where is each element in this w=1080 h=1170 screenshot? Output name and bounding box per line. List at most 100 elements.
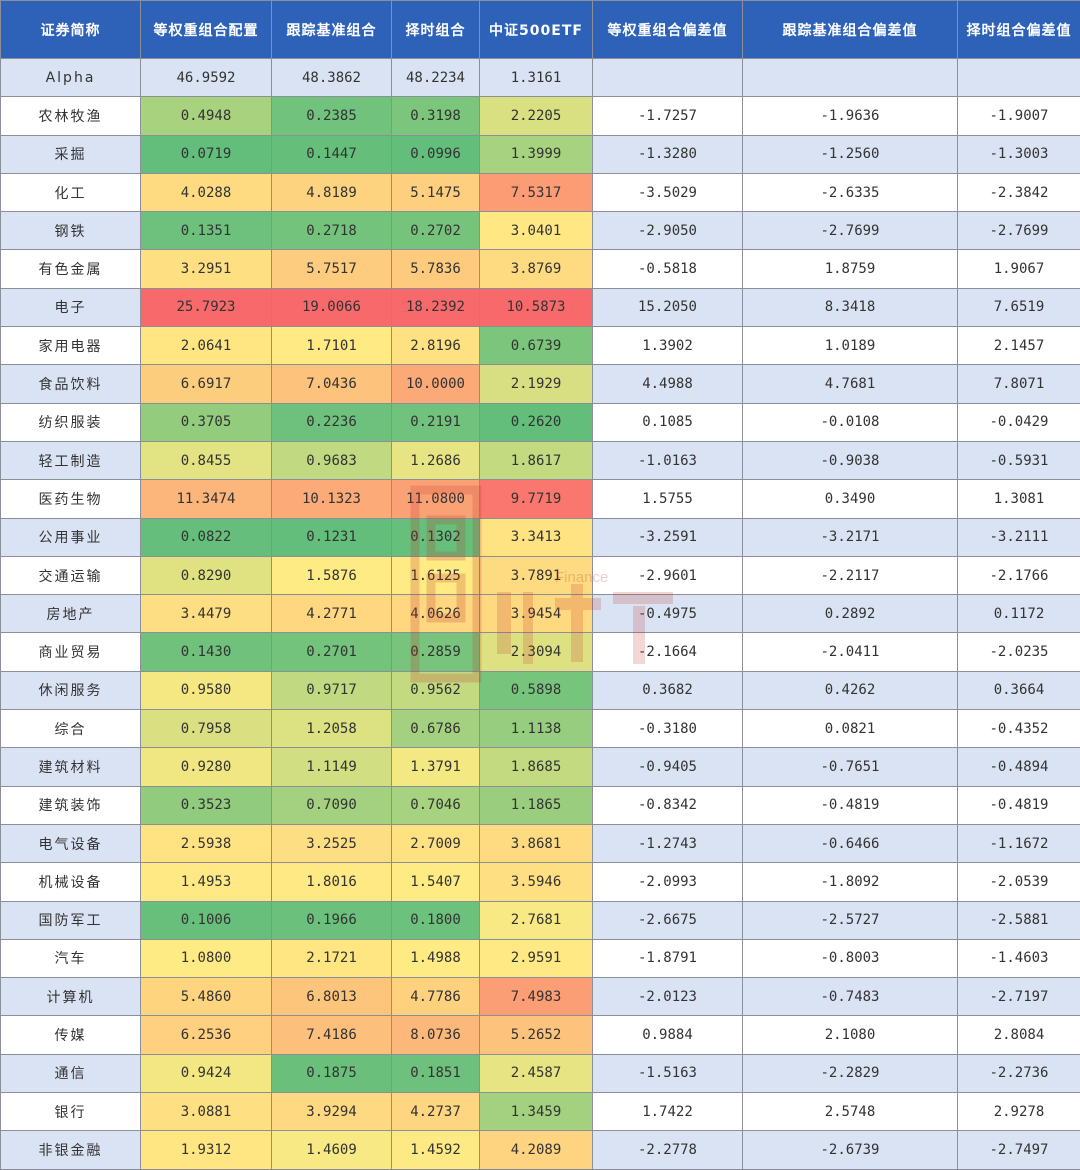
heatmap-cell: 0.3523	[140, 785, 272, 825]
table-row: 非银金融 1.9312 1.4609 1.4592 4.2089 -2.2778 -2.67…	[0, 1130, 1080, 1170]
heatmap-cell: 0.0822	[140, 517, 272, 557]
value-cell: 1.5755	[592, 479, 743, 519]
value-cell: 48.3862	[271, 57, 392, 98]
value-cell: -1.7257	[592, 96, 743, 136]
value-cell: -0.5931	[957, 440, 1080, 481]
heatmap-cell: 5.7517	[271, 249, 392, 289]
heatmap-cell: 1.3999	[479, 134, 593, 174]
heatmap-cell: 2.0641	[140, 326, 272, 366]
value-cell: -2.2778	[592, 1130, 743, 1170]
value-cell	[592, 57, 743, 98]
value-cell: -2.2829	[742, 1053, 958, 1094]
value-cell: 1.3081	[957, 479, 1080, 519]
heatmap-cell: 1.4953	[140, 862, 272, 902]
value-cell: 1.9067	[957, 249, 1080, 289]
row-label: 房地产	[0, 594, 141, 634]
heatmap-cell: 19.0066	[271, 287, 392, 328]
heatmap-cell: 4.2737	[391, 1092, 480, 1132]
value-cell: -2.6675	[592, 900, 743, 940]
heatmap-cell: 10.5873	[479, 287, 593, 328]
heatmap-cell: 3.0401	[479, 211, 593, 251]
value-cell: -0.4975	[592, 594, 743, 634]
value-cell: 0.4262	[742, 670, 958, 711]
value-cell: -2.1766	[957, 555, 1080, 596]
value-cell: 0.3682	[592, 670, 743, 711]
heatmap-cell: 1.3459	[479, 1092, 593, 1132]
value-cell: -2.6739	[742, 1130, 958, 1170]
heatmap-cell: 1.5407	[391, 862, 480, 902]
value-cell: -0.6466	[742, 823, 958, 864]
heatmap-cell: 1.3791	[391, 747, 480, 787]
heatmap-cell: 1.6125	[391, 555, 480, 596]
value-cell: -0.4352	[957, 709, 1080, 749]
value-cell: -0.4894	[957, 747, 1080, 787]
table-row: 房地产 3.4479 4.2771 4.0626 3.9454 -0.4975 0.2892…	[0, 594, 1080, 634]
value-cell: -1.5163	[592, 1053, 743, 1094]
value-cell: 7.8071	[957, 364, 1080, 404]
heatmap-cell: 5.4860	[140, 977, 272, 1017]
heatmap-cell: 4.2089	[479, 1130, 593, 1170]
heatmap-cell: 1.5876	[271, 555, 392, 596]
value-cell: -2.3842	[957, 172, 1080, 213]
heatmap-cell: 10.1323	[271, 479, 392, 519]
row-label: 通信	[0, 1053, 141, 1094]
value-cell: 8.3418	[742, 287, 958, 328]
value-cell: -0.5818	[592, 249, 743, 289]
heatmap-cell: 1.0800	[140, 938, 272, 979]
heatmap-cell: 1.9312	[140, 1130, 272, 1170]
table-row: 机械设备 1.4953 1.8016 1.5407 3.5946 -2.0993 -1.80…	[0, 862, 1080, 902]
heatmap-cell: 2.2205	[479, 96, 593, 136]
table-row: 公用事业 0.0822 0.1231 0.1302 3.3413 -3.2591 -3.21…	[0, 517, 1080, 557]
value-cell: 15.2050	[592, 287, 743, 328]
heatmap-cell: 0.8455	[140, 440, 272, 481]
table-row: 有色金属 3.2951 5.7517 5.7836 3.8769 -0.5818 1.875…	[0, 249, 1080, 289]
heatmap-cell: 0.7090	[271, 785, 392, 825]
value-cell: 0.3664	[957, 670, 1080, 711]
heatmap-cell: 2.4587	[479, 1053, 593, 1094]
heatmap-cell: 6.2536	[140, 1015, 272, 1055]
column-header: 跟踪基准组合	[271, 0, 392, 59]
row-label: 公用事业	[0, 517, 141, 557]
table-row: 交通运输 0.8290 1.5876 1.6125 3.7891 -2.9601 -2.21…	[0, 555, 1080, 596]
table-row: 医药生物 11.3474 10.1323 11.0800 9.7719 1.5755 0.3…	[0, 479, 1080, 519]
table-row: 建筑装饰 0.3523 0.7090 0.7046 1.1865 -0.8342 -0.48…	[0, 785, 1080, 825]
heatmap-cell: 7.0436	[271, 364, 392, 404]
heatmap-cell: 2.5938	[140, 823, 272, 864]
value-cell: -1.3280	[592, 134, 743, 174]
column-header: 中证500ETF	[479, 0, 593, 59]
value-cell: -2.6335	[742, 172, 958, 213]
row-label: 汽车	[0, 938, 141, 979]
value-cell: 4.7681	[742, 364, 958, 404]
heatmap-cell: 3.7891	[479, 555, 593, 596]
value-cell: -0.4819	[742, 785, 958, 825]
value-cell: 46.9592	[140, 57, 272, 98]
heatmap-cell: 2.9591	[479, 938, 593, 979]
row-label: 钢铁	[0, 211, 141, 251]
table-row: 商业贸易 0.1430 0.2701 0.2859 2.3094 -2.1664 -2.04…	[0, 632, 1080, 672]
value-cell: -2.0235	[957, 632, 1080, 672]
column-header: 跟踪基准组合偏差值	[742, 0, 958, 59]
heatmap-cell: 6.8013	[271, 977, 392, 1017]
heatmap-cell: 0.1875	[271, 1053, 392, 1094]
heatmap-cell: 0.2702	[391, 211, 480, 251]
row-label: 交通运输	[0, 555, 141, 596]
value-cell: -1.2560	[742, 134, 958, 174]
row-label: 国防军工	[0, 900, 141, 940]
value-cell: -2.5881	[957, 900, 1080, 940]
table-row: 通信 0.9424 0.1875 0.1851 2.4587 -1.5163 -2.2829…	[0, 1053, 1080, 1094]
row-label: 传媒	[0, 1015, 141, 1055]
heatmap-cell: 0.1351	[140, 211, 272, 251]
heatmap-cell: 0.5898	[479, 670, 593, 711]
row-label: 非银金融	[0, 1130, 141, 1170]
value-cell: 0.0821	[742, 709, 958, 749]
heatmap-cell: 2.1721	[271, 938, 392, 979]
heatmap-cell: 5.1475	[391, 172, 480, 213]
value-cell: 0.1085	[592, 402, 743, 442]
heatmap-cell: 1.8685	[479, 747, 593, 787]
heatmap-cell: 4.0626	[391, 594, 480, 634]
heatmap-cell: 0.9717	[271, 670, 392, 711]
row-label: 化工	[0, 172, 141, 213]
table-row: 国防军工 0.1006 0.1966 0.1800 2.7681 -2.6675 -2.57…	[0, 900, 1080, 940]
table-row: 传媒 6.2536 7.4186 8.0736 5.2652 0.9884 2.1080 2.…	[0, 1015, 1080, 1055]
value-cell: -3.5029	[592, 172, 743, 213]
